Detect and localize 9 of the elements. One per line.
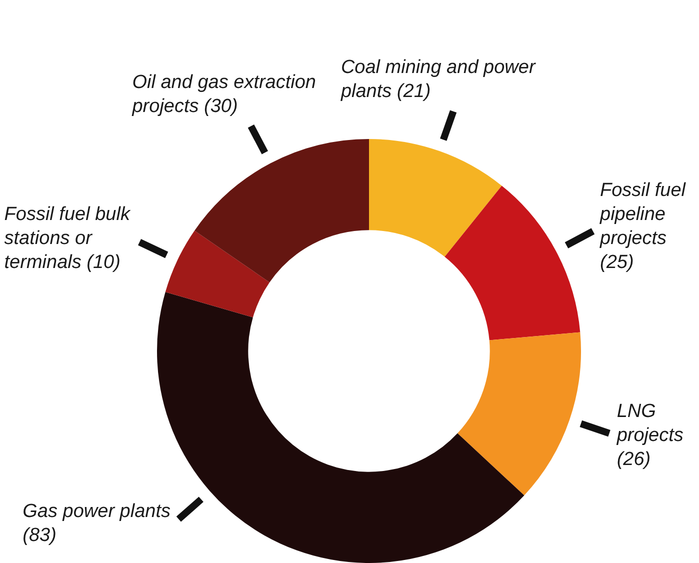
data-label: (26) — [616, 448, 651, 470]
data-label: (83) — [22, 525, 56, 546]
slice-label: Coal mining and power plants (21) — [340, 56, 537, 104]
data-label: (25) — [600, 252, 634, 274]
slice-label: LNG projects — [616, 400, 684, 446]
slice-label: Oil and gas extraction projects (30) — [132, 72, 316, 117]
slice-label: Gas power plants — [22, 501, 171, 522]
slice-label: Fossil fuel pipeline projects — [600, 180, 686, 250]
slice-label: Fossil fuel bulk stations or terminals (10) — [4, 202, 132, 275]
